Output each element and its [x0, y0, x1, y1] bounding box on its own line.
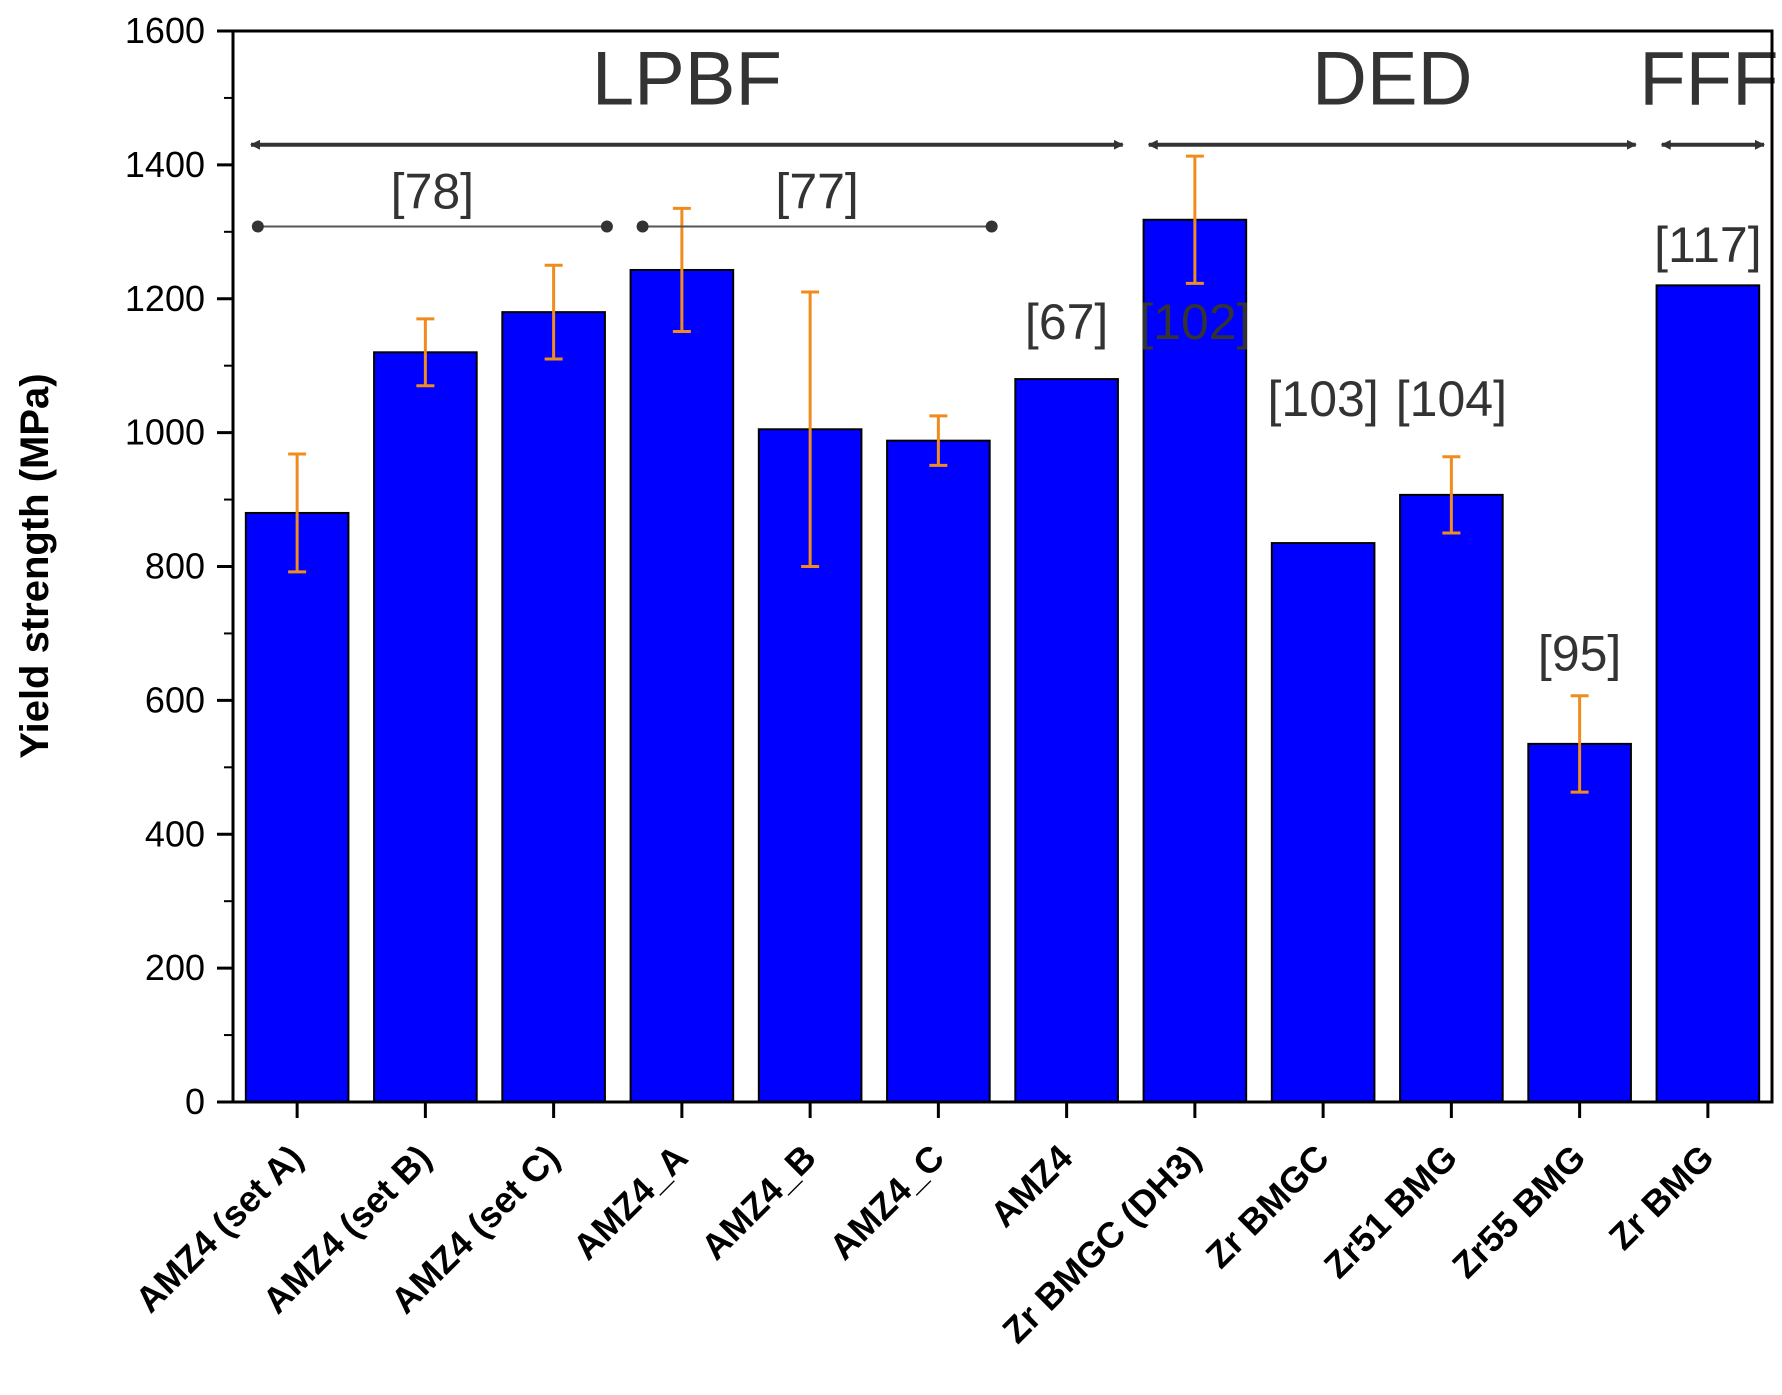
- y-tick-label-1000: 1000: [125, 412, 205, 453]
- bars-layer: [244, 218, 1761, 1104]
- ref-78-label: [78]: [391, 163, 474, 219]
- group-label-ded: DED: [1312, 37, 1472, 122]
- ref-78-span-dot-end: [600, 220, 613, 233]
- bar-8: [1142, 218, 1248, 1104]
- ref-77-span-dot-start: [636, 220, 649, 233]
- x-category-label-12: Zr BMG: [1601, 1137, 1722, 1258]
- annotations-layer: LPBF DED FFF [78] [77] [67] [102] [103] [104] [95…: [250, 37, 1779, 681]
- y-tick-label-1600: 1600: [125, 10, 205, 51]
- bar-7: [1014, 378, 1119, 1103]
- ref-77-span-dot-end: [985, 220, 998, 233]
- y-tick-label-1400: 1400: [125, 144, 205, 185]
- bar-11: [1527, 742, 1632, 1104]
- ref-117-label: [117]: [1654, 217, 1762, 273]
- bar-3: [501, 311, 606, 1103]
- x-category-label-10: Zr51 BMG: [1316, 1137, 1465, 1286]
- error-bars-layer: [288, 154, 1589, 794]
- bar-9: [1270, 542, 1376, 1103]
- y-tick-label-800: 800: [145, 546, 205, 587]
- bar-2: [373, 351, 478, 1103]
- ref-77-label: [77]: [775, 163, 858, 219]
- y-tick-label-0: 0: [185, 1081, 205, 1122]
- bar-1: [244, 511, 350, 1103]
- y-axis: 0 200 400 600 800 1000 1200 1400 1600: [125, 10, 233, 1122]
- ref-67-label: [67]: [1025, 294, 1108, 350]
- y-tick-label-400: 400: [145, 813, 205, 854]
- x-category-label-5: AMZ4_B: [693, 1137, 824, 1268]
- bar-4: [629, 268, 735, 1104]
- group-label-fff: FFF: [1639, 37, 1778, 122]
- x-category-label-7: AMZ4: [982, 1137, 1080, 1235]
- y-tick-label-200: 200: [145, 947, 205, 988]
- ref-102-label: [102]: [1139, 294, 1250, 350]
- x-axis: AMZ4 (set A)AMZ4 (set B)AMZ4 (set C)AMZ4…: [127, 1102, 1722, 1351]
- bar-12: [1655, 284, 1761, 1103]
- y-axis-title: Yield strength (MPa): [13, 373, 57, 758]
- y-tick-label-1200: 1200: [125, 278, 205, 319]
- x-category-label-11: Zr55 BMG: [1444, 1137, 1593, 1286]
- ref-103-label: [103]: [1268, 371, 1379, 427]
- ref-95-label: [95]: [1538, 625, 1621, 681]
- bar-10: [1399, 493, 1504, 1103]
- group-label-lpbf: LPBF: [592, 37, 782, 122]
- x-category-label-9: Zr BMGC: [1197, 1137, 1336, 1276]
- y-tick-label-600: 600: [145, 679, 205, 720]
- ref-104-label: [104]: [1396, 371, 1507, 427]
- bar-6: [886, 439, 991, 1104]
- ref-78-span-dot-start: [251, 220, 264, 233]
- x-category-label-4: AMZ4_A: [565, 1137, 696, 1268]
- x-category-label-6: AMZ4_C: [821, 1137, 952, 1268]
